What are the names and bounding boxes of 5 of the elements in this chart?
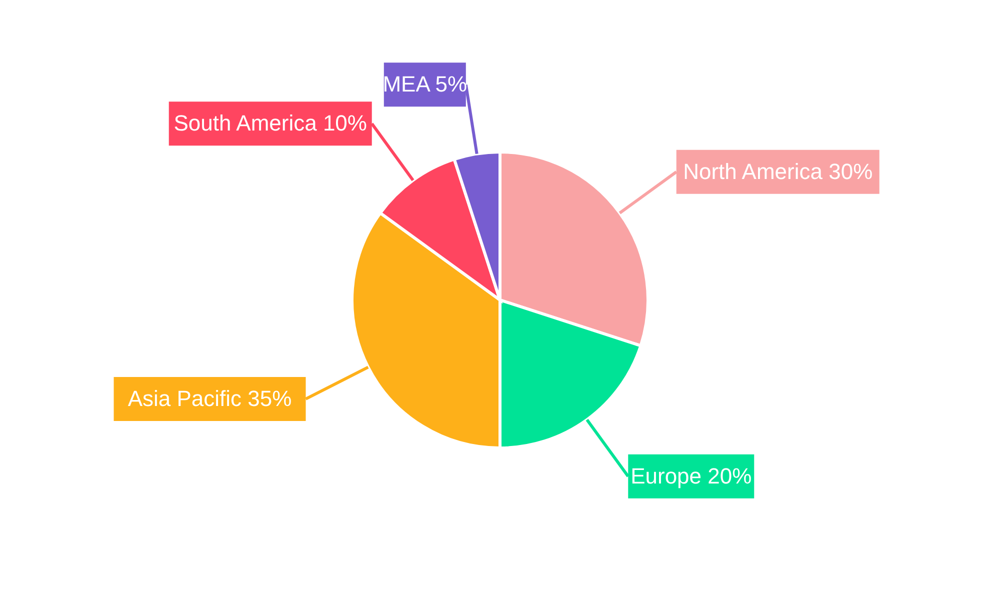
slice-label: South America 10% bbox=[174, 110, 367, 136]
slice-label: Asia Pacific 35% bbox=[128, 386, 292, 411]
slice-label: North America 30% bbox=[683, 158, 873, 184]
slice-label: MEA 5% bbox=[382, 72, 468, 97]
slice-label: Europe 20% bbox=[630, 463, 752, 488]
